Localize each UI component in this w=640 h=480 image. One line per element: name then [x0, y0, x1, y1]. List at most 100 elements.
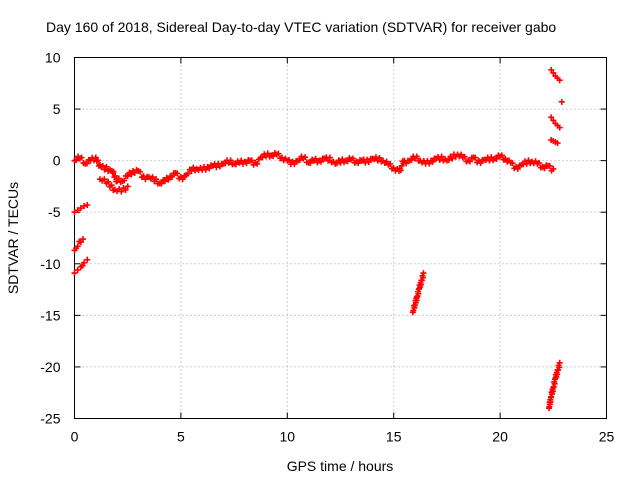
data-point-marker: [232, 161, 239, 168]
plot-frame: [74, 57, 607, 419]
data-point-marker: [302, 154, 309, 161]
data-point-marker: [128, 171, 135, 178]
data-point-marker: [493, 155, 500, 162]
x-tick-label: 15: [386, 429, 402, 445]
data-point-marker: [498, 152, 505, 159]
data-point-marker: [466, 158, 473, 165]
data-point-marker: [109, 169, 116, 176]
data-point-marker: [502, 155, 509, 162]
data-point-marker: [83, 160, 90, 167]
data-point-marker: [115, 175, 122, 182]
data-point-marker: [307, 159, 314, 166]
data-point-marker: [81, 203, 88, 210]
data-point-marker: [326, 154, 333, 161]
data-point-marker: [111, 174, 118, 181]
data-point-marker: [296, 156, 303, 163]
chart-title: Day 160 of 2018, Sidereal Day-to-day VTE…: [46, 19, 556, 35]
data-point-marker: [408, 156, 415, 163]
data-point-marker: [514, 165, 521, 172]
data-point-marker: [344, 158, 351, 165]
data-point-marker: [112, 172, 119, 179]
data-point-marker: [264, 150, 271, 157]
data-point-marker: [110, 168, 117, 175]
data-point-marker: [243, 160, 250, 167]
data-point-marker: [429, 158, 436, 165]
data-point-marker: [103, 163, 110, 170]
data-point-marker: [137, 168, 144, 175]
data-point-marker: [556, 124, 563, 131]
data-point-marker: [227, 157, 234, 164]
data-point-marker: [449, 155, 456, 162]
data-point-marker: [548, 114, 555, 121]
data-point-marker: [74, 207, 81, 214]
y-tick-label: -15: [40, 307, 60, 323]
x-tick-label: 20: [492, 429, 508, 445]
y-tick-label: -10: [40, 256, 60, 272]
x-tick-label: 25: [599, 429, 615, 445]
data-point-marker: [71, 270, 78, 277]
x-axis-label: GPS time / hours: [287, 458, 394, 474]
data-point-marker: [387, 160, 394, 167]
data-point-marker: [179, 176, 186, 183]
data-point-marker: [556, 359, 563, 366]
data-point-marker: [461, 153, 468, 160]
data-point-marker: [291, 161, 298, 168]
data-point-marker: [158, 180, 165, 187]
data-point-marker: [325, 157, 332, 164]
data-point-marker: [270, 153, 277, 160]
data-point-marker: [99, 162, 106, 169]
data-point-marker: [286, 157, 293, 164]
data-point-marker: [383, 158, 390, 165]
data-point-marker: [206, 165, 213, 172]
grid-lines: [74, 57, 607, 419]
data-point-marker: [349, 155, 356, 162]
y-tick-label: 5: [53, 101, 61, 117]
data-point-marker: [525, 157, 532, 164]
data-point-marker: [550, 69, 557, 76]
data-point-marker: [93, 158, 100, 165]
y-tick-label: -25: [40, 411, 60, 427]
data-point-marker: [190, 164, 197, 171]
y-tick-label: -5: [48, 204, 61, 220]
data-point-marker: [558, 98, 565, 105]
data-point-marker: [550, 117, 557, 124]
data-point-marker: [546, 162, 553, 169]
data-point-marker: [509, 160, 516, 167]
data-point-marker: [365, 159, 372, 166]
data-point-marker: [420, 270, 427, 277]
data-point-marker: [149, 174, 156, 181]
data-point-marker: [554, 140, 561, 147]
data-point-marker: [118, 188, 125, 195]
x-tick-label: 10: [280, 429, 296, 445]
data-point-marker: [355, 160, 362, 167]
data-point-marker: [169, 173, 176, 180]
data-point-marker: [397, 167, 404, 174]
data-point-marker: [541, 165, 548, 172]
data-point-marker: [77, 205, 84, 212]
x-tick-label: 0: [71, 429, 79, 445]
data-point-marker: [413, 153, 420, 160]
data-point-marker: [536, 159, 543, 166]
data-point-marker: [73, 156, 80, 163]
data-point-marker: [174, 170, 181, 177]
data-point-marker: [153, 176, 160, 183]
data-point-marker: [248, 157, 255, 164]
data-point-marker: [165, 176, 172, 183]
data-point-marker: [124, 173, 131, 180]
data-point-marker: [84, 256, 91, 263]
data-point-marker: [81, 259, 88, 266]
data-point-marker: [376, 154, 383, 161]
y-tick-label: 10: [45, 50, 61, 66]
data-point-marker: [317, 158, 324, 165]
data-point-marker: [438, 153, 445, 160]
data-point-marker: [161, 178, 168, 185]
data-point-marker: [108, 182, 115, 189]
data-point-marker: [124, 183, 131, 190]
data-point-marker: [101, 176, 108, 183]
x-tick-label: 5: [177, 429, 185, 445]
data-point-marker: [94, 157, 101, 164]
data-point-marker: [488, 154, 495, 161]
data-point-marker: [550, 165, 557, 172]
data-point-marker: [80, 236, 87, 243]
